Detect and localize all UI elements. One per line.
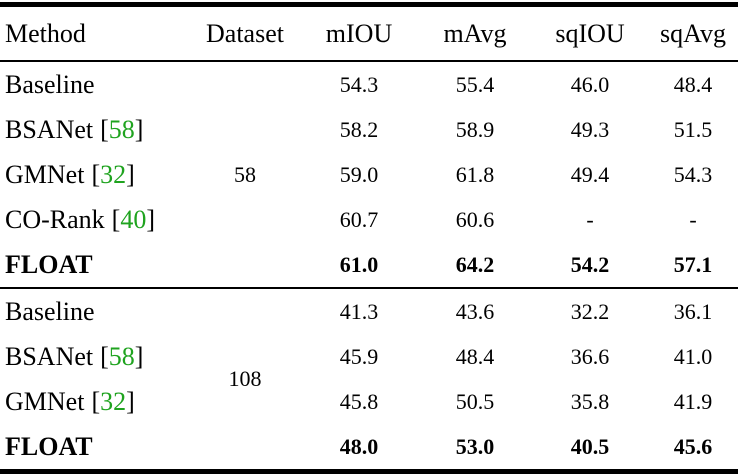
- citation-number: 40: [120, 204, 147, 234]
- metric-value-cell: 55.4: [455, 71, 495, 97]
- table-row: BSANet [58] 45.9 48.4 36.6 41.0: [0, 334, 738, 379]
- dataset-108-group: Baseline 108 41.3 43.6 32.2 36.1 BSANet[…: [0, 288, 738, 472]
- table-row: BSANet [58] 58.2 58.9 49.3 51.5: [0, 107, 738, 152]
- citation-open-bracket: [: [91, 159, 101, 189]
- metric-value-cell: 49.3: [570, 116, 610, 142]
- method-cell: FLOAT: [0, 424, 190, 472]
- table-row: GMNet [32] 45.8 50.5 35.8 41.9: [0, 379, 738, 424]
- method-cell: Baseline: [0, 288, 190, 334]
- metric-value-cell: -: [689, 206, 697, 232]
- method-cell: CO-Rank [40]: [0, 197, 190, 242]
- metric-value-cell: 54.3: [673, 161, 713, 187]
- metric-value-cell: 43.6: [455, 298, 495, 324]
- citation-close-bracket: ]: [134, 114, 144, 144]
- dataset-58-group: Baseline 58 54.3 55.4 46.0 48.4 BSANet [5…: [0, 61, 738, 288]
- metric-value-cell: 53.0: [455, 433, 495, 459]
- metric-value-cell: 58.2: [339, 116, 379, 142]
- metric-value-cell: 61.0: [339, 251, 379, 277]
- metric-value-cell: 61.8: [455, 161, 495, 187]
- table-row: GMNet [32] 59.0 61.8 49.4 54.3: [0, 152, 738, 197]
- method-cell: BSANet [58]: [0, 107, 190, 152]
- dataset-cell: 58: [234, 161, 256, 187]
- metric-value-cell: 36.6: [570, 343, 610, 369]
- citation-close-bracket: ]: [146, 204, 156, 234]
- metric-value-cell: -: [586, 206, 594, 232]
- method-name: GMNet: [5, 386, 85, 416]
- citation-close-bracket: ]: [126, 386, 135, 416]
- citation-number: 32: [100, 159, 127, 189]
- metric-value-cell: 46.0: [570, 71, 610, 97]
- metric-value-cell: 58.9: [455, 116, 495, 142]
- citation-close-bracket: ]: [126, 159, 135, 189]
- method-name: GMNet: [5, 159, 85, 189]
- metric-value-cell: 32.2: [570, 298, 610, 324]
- citation-open-bracket: [: [100, 341, 109, 371]
- citation-open-bracket: [: [91, 386, 101, 416]
- metric-value-cell: 51.5: [673, 116, 713, 142]
- method-cell: Baseline: [0, 61, 190, 107]
- method-cell: GMNet [32]: [0, 379, 190, 424]
- method-name: Baseline: [5, 69, 95, 99]
- method-cell: BSANet [58]: [0, 334, 190, 379]
- metric-value-cell: 41.0: [673, 343, 713, 369]
- metric-value-cell: 48.0: [339, 433, 379, 459]
- citation-open-bracket: [: [111, 204, 121, 234]
- method-name: FLOAT: [5, 249, 93, 279]
- metric-value-cell: 60.6: [455, 206, 495, 232]
- method-name: CO-Rank: [5, 204, 105, 234]
- column-header-sqiou: sqIOU: [555, 18, 625, 48]
- metric-value-cell: 64.2: [455, 251, 495, 277]
- metric-value-cell: 54.3: [339, 71, 379, 97]
- table-row: CO-Rank [40] 60.7 60.6 - -: [0, 197, 738, 242]
- citation: [32]: [91, 160, 134, 189]
- citation-number: 58: [108, 114, 135, 144]
- citation: [58]: [100, 115, 143, 144]
- method-cell: FLOAT: [0, 242, 190, 288]
- metric-value-cell: 50.5: [455, 388, 495, 414]
- metric-value-cell: 59.0: [339, 161, 379, 187]
- metric-value-cell: 57.1: [673, 251, 713, 277]
- table-row-float: FLOAT 61.0 64.2 54.2 57.1: [0, 242, 738, 288]
- column-header-sqavg: sqAvg: [660, 18, 726, 48]
- metric-value-cell: 49.4: [570, 161, 610, 187]
- column-header-mavg: mAvg: [443, 18, 507, 48]
- metric-value-cell: 45.6: [673, 433, 713, 459]
- metric-value-cell: 41.3: [339, 298, 379, 324]
- column-header-miou: mIOU: [325, 18, 393, 48]
- citation: [32]: [91, 387, 134, 416]
- citation: [40]: [112, 205, 155, 234]
- method-name: BSANet: [5, 114, 94, 144]
- table-row: Baseline 58 54.3 55.4 46.0 48.4: [0, 61, 738, 187]
- citation: [58]: [100, 342, 143, 371]
- metric-value-cell: 45.8: [339, 388, 379, 414]
- citation-number: 32: [100, 386, 127, 416]
- citation-open-bracket: [: [100, 114, 109, 144]
- table-header: Method Dataset mIOU mAvg sqIOU sqAvg: [0, 5, 738, 62]
- method-name: BSANet: [5, 341, 94, 371]
- header-row: Method Dataset mIOU mAvg sqIOU sqAvg: [0, 5, 738, 62]
- metric-value-cell: 40.5: [570, 433, 610, 459]
- metric-value-cell: 60.7: [339, 206, 379, 232]
- table-row-float: FLOAT 48.0 53.0 40.5 45.6: [0, 424, 738, 472]
- metric-value-cell: 36.1: [673, 298, 713, 324]
- method-name: Baseline: [5, 296, 95, 326]
- table-row: Baseline 108 41.3 43.6 32.2 36.1: [0, 288, 738, 392]
- metric-value-cell: 48.4: [455, 343, 495, 369]
- citation-close-bracket: ]: [134, 341, 144, 371]
- metric-value-cell: 45.9: [339, 343, 379, 369]
- citation-number: 58: [108, 341, 135, 371]
- method-cell: GMNet [32]: [0, 152, 190, 197]
- method-name: FLOAT: [5, 431, 93, 461]
- column-header-method: Method: [5, 18, 86, 48]
- dataset-cell: 108: [228, 366, 262, 391]
- column-header-dataset: Dataset: [206, 18, 284, 48]
- metric-value-cell: 41.9: [673, 388, 713, 414]
- metric-value-cell: 35.8: [570, 388, 610, 414]
- metric-value-cell: 54.2: [570, 251, 610, 277]
- metric-value-cell: 48.4: [673, 71, 713, 97]
